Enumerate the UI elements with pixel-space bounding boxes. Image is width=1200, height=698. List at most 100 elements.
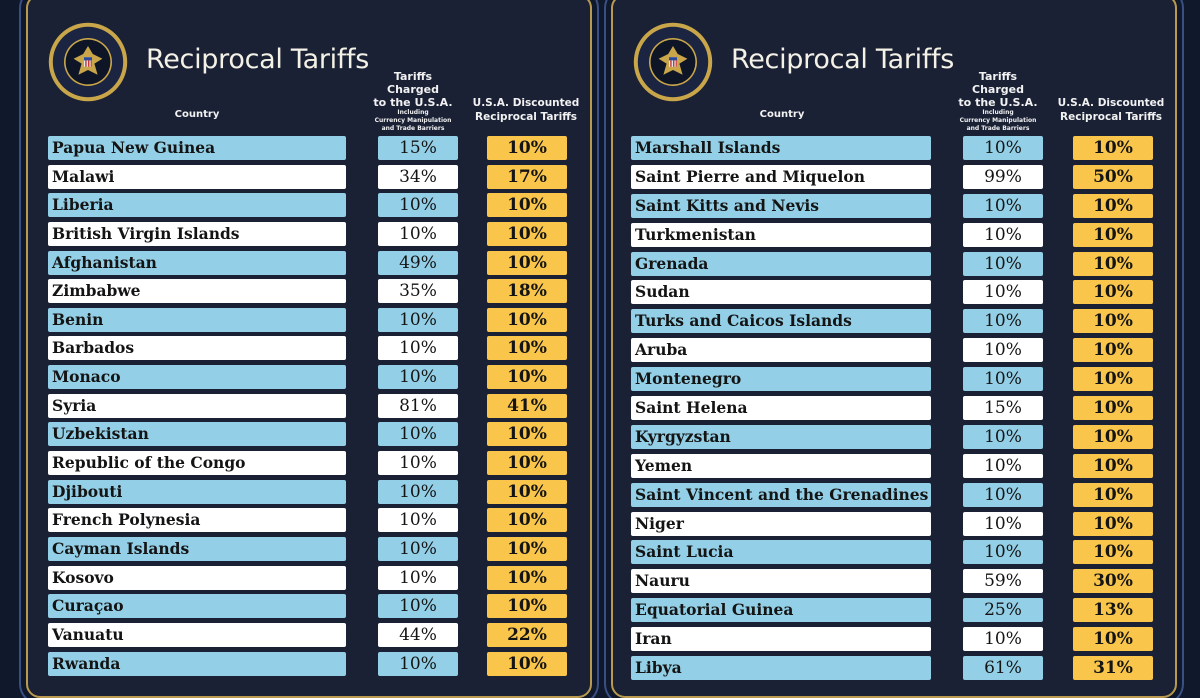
table-row: Monaco 10% 10% bbox=[48, 365, 578, 390]
reciprocal-tariff-cell: 10% bbox=[487, 307, 567, 332]
header-charged-line1: Tariffs Charged bbox=[387, 70, 439, 96]
country-cell: Malawi bbox=[48, 164, 346, 189]
country-cell: Zimbabwe bbox=[48, 279, 346, 304]
tariff-charged-cell: 10% bbox=[963, 251, 1043, 276]
table-row: British Virgin Islands 10% 10% bbox=[48, 221, 578, 246]
table-row: Iran 10% 10% bbox=[631, 627, 1161, 652]
header-charged-sub2: Currency Manipulation bbox=[374, 117, 452, 124]
reciprocal-tariff-cell: 10% bbox=[487, 193, 567, 218]
country-cell: Nauru bbox=[631, 569, 931, 594]
reciprocal-tariff-cell: 10% bbox=[1073, 540, 1153, 565]
reciprocal-tariff-cell: 10% bbox=[1073, 222, 1153, 247]
tariff-charged-cell: 10% bbox=[963, 309, 1043, 334]
tariff-charged-cell: 44% bbox=[378, 622, 458, 647]
table-row: Zimbabwe 35% 18% bbox=[48, 279, 578, 304]
table-row: Republic of the Congo 10% 10% bbox=[48, 451, 578, 476]
reciprocal-tariff-cell: 10% bbox=[1073, 367, 1153, 392]
reciprocal-tariff-cell: 10% bbox=[487, 536, 567, 561]
tariff-charged-cell: 10% bbox=[963, 367, 1043, 392]
column-header-country: Country bbox=[174, 109, 220, 120]
country-cell: Niger bbox=[631, 511, 931, 536]
tariff-charged-cell: 25% bbox=[963, 598, 1043, 623]
table-row: Niger 10% 10% bbox=[631, 511, 1161, 536]
reciprocal-tariff-cell: 10% bbox=[1073, 251, 1153, 276]
country-cell: Uzbekistan bbox=[48, 422, 346, 447]
country-cell: Papua New Guinea bbox=[48, 136, 346, 160]
country-cell: Saint Pierre and Miquelon bbox=[631, 164, 931, 189]
reciprocal-tariff-cell: 10% bbox=[1073, 338, 1153, 363]
header-charged-line2: to the U.S.A. bbox=[958, 96, 1038, 109]
reciprocal-tariff-cell: 10% bbox=[487, 422, 567, 447]
tariff-charged-cell: 10% bbox=[963, 540, 1043, 565]
country-cell: Libya bbox=[631, 656, 931, 681]
reciprocal-tariff-cell: 10% bbox=[487, 479, 567, 504]
table-row: Saint Helena 15% 10% bbox=[631, 396, 1161, 421]
tariff-charged-cell: 10% bbox=[378, 336, 458, 361]
country-cell: Republic of the Congo bbox=[48, 451, 346, 476]
header-reciprocal-line2: Reciprocal Tariffs bbox=[475, 111, 577, 123]
tariff-charged-cell: 10% bbox=[963, 280, 1043, 305]
table-row: Djibouti 10% 10% bbox=[48, 479, 578, 504]
table-row: Saint Lucia 10% 10% bbox=[631, 540, 1161, 565]
header-charged-sub1: Including bbox=[982, 109, 1014, 116]
country-cell: Rwanda bbox=[48, 651, 346, 676]
table-row: Saint Kitts and Nevis 10% 10% bbox=[631, 193, 1161, 218]
reciprocal-tariff-cell: 10% bbox=[487, 336, 567, 361]
tariff-charged-cell: 15% bbox=[378, 136, 458, 160]
column-header-tariffs-charged: Tariffs Charged to the U.S.A. Including … bbox=[953, 70, 1043, 133]
table-row: Rwanda 10% 10% bbox=[48, 651, 578, 676]
table-row: French Polynesia 10% 10% bbox=[48, 508, 578, 533]
table-row: Kosovo 10% 10% bbox=[48, 565, 578, 590]
table-row: Malawi 34% 17% bbox=[48, 164, 578, 189]
tariff-charged-cell: 35% bbox=[378, 279, 458, 304]
reciprocal-tariff-cell: 10% bbox=[1073, 136, 1153, 160]
country-cell: Djibouti bbox=[48, 479, 346, 504]
header-charged-line2: to the U.S.A. bbox=[373, 96, 453, 109]
table-row: Marshall Islands 10% 10% bbox=[631, 136, 1161, 160]
table-row: Turkmenistan 10% 10% bbox=[631, 222, 1161, 247]
table-row: Liberia 10% 10% bbox=[48, 193, 578, 218]
tariff-charged-cell: 10% bbox=[378, 193, 458, 218]
header-reciprocal-line2: Reciprocal Tariffs bbox=[1060, 111, 1162, 123]
table-row: Turks and Caicos Islands 10% 10% bbox=[631, 309, 1161, 334]
table-row: Papua New Guinea 15% 10% bbox=[48, 136, 578, 160]
reciprocal-tariff-cell: 17% bbox=[487, 164, 567, 189]
table-row: Libya 61% 31% bbox=[631, 656, 1161, 681]
table-row: Afghanistan 49% 10% bbox=[48, 250, 578, 275]
reciprocal-tariff-cell: 10% bbox=[1073, 193, 1153, 218]
country-cell: Cayman Islands bbox=[48, 536, 346, 561]
reciprocal-tariff-cell: 10% bbox=[1073, 309, 1153, 334]
reciprocal-tariff-cell: 10% bbox=[1073, 280, 1153, 305]
header-reciprocal-line1: U.S.A. Discounted bbox=[1057, 97, 1165, 109]
country-cell: Curaçao bbox=[48, 594, 346, 619]
country-cell: French Polynesia bbox=[48, 508, 346, 533]
header-reciprocal-line1: U.S.A. Discounted bbox=[472, 97, 580, 109]
tariff-rows: Marshall Islands 10% 10% Saint Pierre and M… bbox=[631, 136, 1161, 685]
column-header-reciprocal: U.S.A. Discounted Reciprocal Tariffs bbox=[1057, 96, 1165, 124]
country-cell: Turks and Caicos Islands bbox=[631, 309, 931, 334]
country-cell: Monaco bbox=[48, 365, 346, 390]
header-charged-line1: Tariffs Charged bbox=[972, 70, 1024, 96]
tariff-charged-cell: 81% bbox=[378, 393, 458, 418]
presidential-seal-icon bbox=[633, 22, 713, 102]
reciprocal-tariff-cell: 10% bbox=[487, 508, 567, 533]
header-charged-sub3: and Trade Barriers bbox=[381, 125, 445, 132]
tariff-charged-cell: 10% bbox=[378, 536, 458, 561]
table-row: Kyrgyzstan 10% 10% bbox=[631, 424, 1161, 449]
reciprocal-tariff-cell: 31% bbox=[1073, 656, 1153, 681]
tariff-charged-cell: 10% bbox=[378, 422, 458, 447]
table-row: Nauru 59% 30% bbox=[631, 569, 1161, 594]
table-row: Aruba 10% 10% bbox=[631, 338, 1161, 363]
country-cell: Sudan bbox=[631, 280, 931, 305]
country-cell: Barbados bbox=[48, 336, 346, 361]
table-row: Syria 81% 41% bbox=[48, 393, 578, 418]
reciprocal-tariff-cell: 10% bbox=[1073, 396, 1153, 421]
table-row: Grenada 10% 10% bbox=[631, 251, 1161, 276]
country-cell: Kosovo bbox=[48, 565, 346, 590]
tariff-charged-cell: 10% bbox=[378, 479, 458, 504]
reciprocal-tariff-cell: 10% bbox=[487, 365, 567, 390]
table-row: Curaçao 10% 10% bbox=[48, 594, 578, 619]
country-cell: Turkmenistan bbox=[631, 222, 931, 247]
country-cell: Afghanistan bbox=[48, 250, 346, 275]
reciprocal-tariff-cell: 10% bbox=[1073, 511, 1153, 536]
